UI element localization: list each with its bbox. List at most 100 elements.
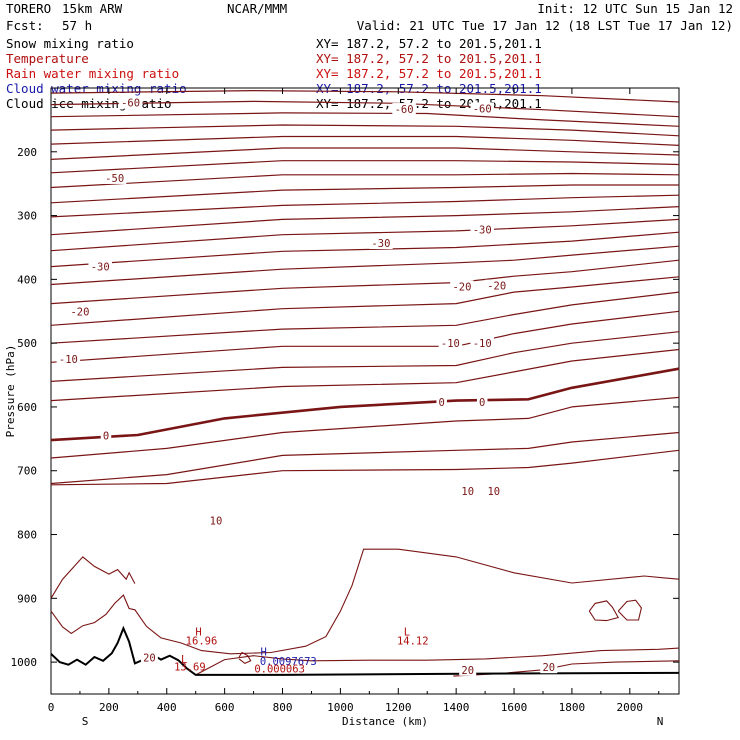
isotherm-line [50, 245, 680, 286]
closed-contour [617, 599, 642, 621]
contour-label-bg [470, 337, 494, 350]
y-tick-label: 500 [17, 337, 37, 350]
contour-label: -30 [371, 238, 390, 250]
contour-label-bg [392, 103, 416, 116]
contour-label-bg [436, 395, 447, 408]
extremum-annotation: 13.69 [174, 662, 206, 674]
y-tick-label: 800 [17, 529, 37, 542]
contour-label-bg [476, 395, 488, 408]
plot-frame [50, 87, 680, 695]
x-tick-label: 600 [215, 701, 235, 714]
y-tick-label: 300 [17, 210, 37, 223]
x-tick-label: 0 [48, 701, 55, 714]
init-label: Init: 12 UTC Sun 15 Jan 12 [537, 1, 733, 16]
org-label: NCAR/MMM [227, 1, 287, 16]
extremum-annotation: 0.0097673 [260, 656, 317, 668]
legend-field-xy: XY= 187.2, 57.2 to 201.5,201.1 [316, 51, 542, 66]
isotherm-line [50, 431, 680, 485]
contour-label: -10 [441, 338, 460, 350]
x-tick-label: 400 [157, 701, 177, 714]
contour-label-bg [459, 663, 477, 676]
contour-label-bg [207, 514, 225, 527]
fcst-label: Fcst: [6, 18, 44, 33]
isotherm-line [50, 184, 679, 204]
isotherm-line [50, 135, 680, 146]
isotherm-layer [50, 89, 680, 486]
isotherm-line [50, 396, 680, 459]
x-end-label-north: N [657, 715, 664, 728]
x-tick-label: 2000 [617, 701, 644, 714]
contour-label: -60 [395, 104, 414, 116]
x-tick-label: 1200 [385, 701, 412, 714]
legend-field-xy: XY= 187.2, 57.2 to 201.5,201.1 [316, 36, 542, 51]
extremum-annotation: H [195, 626, 201, 638]
contour-label-bg [485, 485, 503, 498]
x-tick-label: 1400 [443, 701, 470, 714]
contour-label: 10 [210, 515, 223, 527]
contour-label: -60 [121, 98, 140, 110]
contour-label: -20 [70, 306, 89, 318]
contour-label-bg [470, 102, 494, 115]
contour-label: 10 [487, 486, 500, 498]
contour-label: 20 [143, 653, 156, 665]
y-tick-label: 900 [17, 592, 37, 605]
extremum-annotation: H [261, 646, 267, 658]
terrain-line [50, 625, 680, 676]
extremum-annotation: L [181, 654, 187, 666]
contour-label-bg [459, 485, 477, 498]
extremum-annotation: 0.000063 [254, 663, 305, 675]
contour-label-bg [140, 651, 158, 664]
contour-label-bg [118, 96, 143, 109]
contour-label: 0 [103, 431, 109, 443]
contour-label-bg [438, 337, 463, 350]
isotherm-line [50, 172, 680, 189]
extremum-annotation: 16.96 [186, 635, 218, 647]
y-tick-label: 200 [17, 146, 37, 159]
low-level-contour [50, 548, 680, 655]
x-end-label-south: S [82, 715, 89, 728]
y-axis-title: Pressure (hPa) [4, 345, 17, 438]
contour-label: -30 [91, 262, 110, 274]
isotherm-line [50, 160, 680, 174]
contour-label-bg [100, 429, 112, 442]
contour-label-bg [540, 661, 558, 674]
x-tick-label: 200 [99, 701, 119, 714]
contour-label-bg [369, 237, 393, 250]
legend-field-name: Temperature [6, 51, 89, 66]
low-level-contour [50, 556, 136, 599]
contour-label: -60 [473, 103, 492, 115]
contour-label: -30 [473, 225, 492, 237]
field-legend: Snow mixing ratio XY= 187.2, 57.2 to 201.… [6, 36, 542, 111]
x-axis-title: Distance (km) [342, 715, 428, 728]
lowlevel-contour-layer [50, 548, 680, 677]
legend-field-name: Snow mixing ratio [6, 36, 134, 51]
legend-field-xy: XY= 187.2, 57.2 to 201.5,201.1 [316, 66, 542, 81]
contour-label-bg [56, 353, 81, 366]
contour-label-layer: -60 -60 -60 -50 -30 -30 -30 -20 -20 -20 -10 -10 -10 0… [56, 96, 558, 677]
y-tick-label: 400 [17, 273, 37, 286]
x-tick-label: 1600 [501, 701, 528, 714]
isotherm-line [50, 231, 680, 268]
y-tick-label: 1000 [11, 656, 38, 669]
contour-label-bg [68, 305, 92, 318]
legend-field-xy: XY= 187.2, 57.2 to 201.5,201.1 [316, 96, 542, 111]
x-tick-label: 1000 [327, 701, 354, 714]
terrain-layer [50, 625, 680, 676]
contour-label: -20 [487, 281, 506, 293]
x-tick-label: 800 [273, 701, 293, 714]
closed-contour [238, 651, 252, 665]
fcst-value: 57 h [62, 18, 92, 33]
isotherm-line [50, 218, 680, 252]
isotherm-line [50, 147, 680, 160]
isotherm-line [50, 206, 680, 236]
contour-label: 10 [461, 486, 474, 498]
contour-label-bg [484, 279, 509, 292]
model-label: 15km ARW [62, 1, 123, 16]
isotherm-line [50, 449, 680, 486]
isotherm-line [50, 112, 680, 127]
contour-label-bg [470, 223, 494, 236]
isotherm-line [50, 276, 680, 326]
contour-label-bg [450, 280, 474, 293]
x-tick-label: 1800 [559, 701, 586, 714]
contour-label: -50 [105, 173, 124, 185]
